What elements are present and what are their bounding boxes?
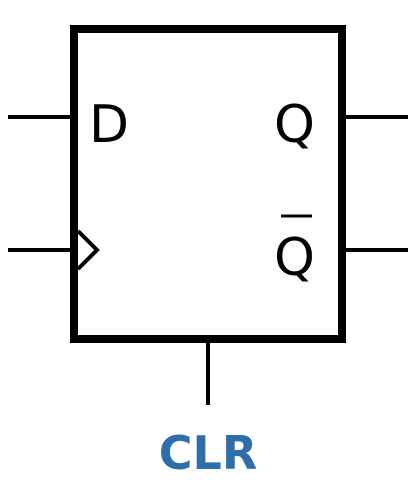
clr-pin-label: CLR — [159, 426, 258, 480]
qbar-pin-label: Q — [274, 228, 315, 288]
q-pin-label: Q — [274, 95, 315, 155]
clock-edge-triangle — [76, 229, 100, 271]
d-pin-label: D — [89, 95, 129, 155]
flip-flop-body — [70, 25, 346, 343]
